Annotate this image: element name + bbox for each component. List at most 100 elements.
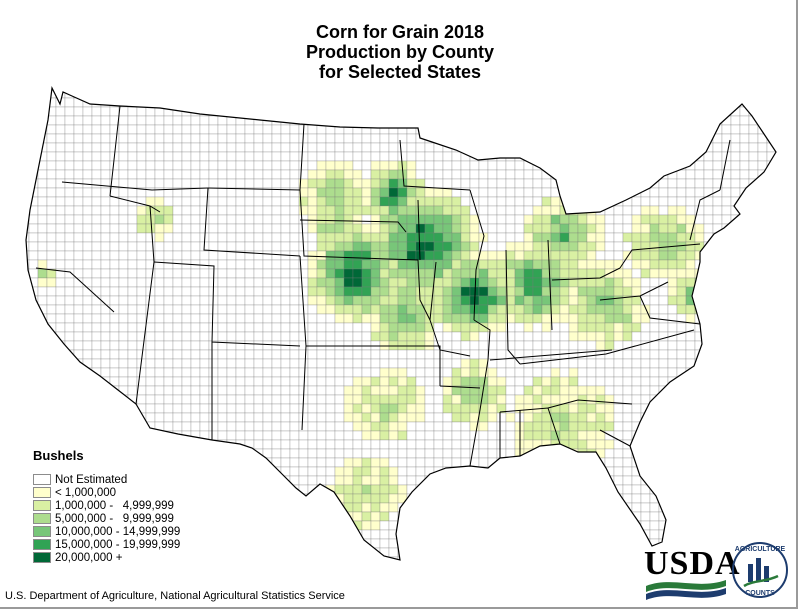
county-cell (181, 124, 192, 135)
county-cell (110, 566, 119, 575)
county-cell (442, 250, 453, 261)
county-cell (694, 88, 705, 99)
county-cell (775, 178, 776, 189)
county-cell (442, 205, 453, 216)
county-cell (307, 88, 318, 99)
county-cell (208, 115, 219, 126)
county-cell (721, 367, 732, 378)
county-cell (46, 187, 57, 198)
county-cell (26, 142, 30, 153)
county-cell (352, 259, 363, 270)
county-cell (667, 322, 678, 333)
county-cell (586, 340, 597, 351)
county-cell (415, 196, 426, 207)
county-cell (559, 529, 570, 540)
county-cell (352, 484, 363, 495)
county-cell (550, 286, 561, 297)
county-cell (460, 358, 471, 369)
county-cell (559, 304, 570, 315)
county-cell (442, 187, 453, 198)
county-cell (145, 403, 156, 414)
county-cell (127, 331, 138, 342)
county-cell (154, 214, 165, 225)
county-cell (26, 511, 30, 522)
county-cell (514, 214, 525, 225)
county-cell (451, 349, 462, 360)
county-cell (631, 412, 642, 423)
county-cell (316, 502, 327, 513)
county-cell (685, 187, 696, 198)
county-cell (730, 466, 741, 477)
county-cell (181, 322, 192, 333)
county-cell (586, 403, 597, 414)
county-cell (587, 566, 596, 575)
county-cell (316, 277, 327, 288)
county-cell (469, 223, 480, 234)
county-cell (532, 511, 543, 522)
county-cell (118, 214, 129, 225)
county-cell (190, 538, 201, 549)
county-cell (343, 349, 354, 360)
county-cell (361, 475, 372, 486)
county-cell (676, 475, 687, 486)
county-cell (334, 169, 345, 180)
county-cell (658, 520, 669, 531)
county-cell (91, 142, 102, 153)
usda-swoosh-green (646, 580, 726, 592)
county-cell (154, 124, 165, 135)
county-cell (181, 511, 192, 522)
county-cell (136, 268, 147, 279)
county-cell (631, 304, 642, 315)
county-cell (73, 232, 84, 243)
county-cell (370, 511, 381, 522)
county-cell (532, 367, 543, 378)
county-cell (352, 430, 363, 441)
county-cell (208, 313, 219, 324)
county-cell (577, 196, 588, 207)
county-cell (505, 178, 516, 189)
county-cell (73, 385, 84, 396)
county-cell (109, 286, 120, 297)
county-cell (46, 169, 57, 180)
county-cell (262, 97, 273, 108)
seal-bar (756, 558, 761, 582)
county-cell (199, 367, 210, 378)
county-cell (559, 133, 570, 144)
county-cell (118, 313, 129, 324)
county-cell (604, 547, 615, 558)
county-cell (505, 187, 516, 198)
county-cell (577, 349, 588, 360)
county-cell (415, 313, 426, 324)
county-cell (730, 448, 741, 459)
county-cell (190, 88, 201, 99)
county-cell (550, 214, 561, 225)
county-cell (559, 97, 570, 108)
county-cell (523, 205, 534, 216)
county-cell (307, 124, 318, 135)
county-cell (64, 322, 75, 333)
county-cell (451, 160, 462, 171)
county-cell (595, 133, 606, 144)
county-cell (316, 232, 327, 243)
county-cell (559, 412, 570, 423)
county-cell (685, 214, 696, 225)
county-cell (28, 124, 39, 135)
county-cell (235, 295, 246, 306)
county-cell (442, 196, 453, 207)
county-cell (379, 187, 390, 198)
county-cell (586, 430, 597, 441)
county-cell (208, 430, 219, 441)
county-cell (253, 142, 264, 153)
county-cell (424, 394, 435, 405)
county-cell (343, 556, 354, 560)
county-cell (685, 115, 696, 126)
county-cell (424, 151, 435, 162)
county-cell (172, 232, 183, 243)
county-cell (541, 385, 552, 396)
county-cell (532, 151, 543, 162)
county-cell (505, 223, 516, 234)
county-cell (253, 529, 264, 540)
county-cell (649, 367, 660, 378)
county-cell (91, 277, 102, 288)
county-cell (352, 322, 363, 333)
